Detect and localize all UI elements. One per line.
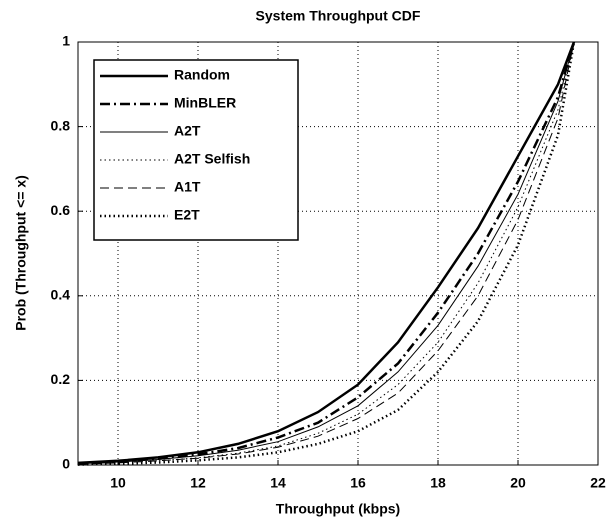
y-axis-label: Prob (Throughput <= x) (13, 175, 29, 331)
series-line (77, 41, 576, 465)
y-tick-label: 0.4 (51, 287, 71, 303)
x-tick-label: 18 (430, 475, 446, 491)
legend-label: Random (174, 67, 230, 83)
y-tick-label: 1 (62, 33, 70, 49)
plot-frame (77, 41, 599, 466)
legend-label: MinBLER (174, 95, 236, 111)
x-tick-label: 14 (270, 475, 286, 491)
x-tick-label: 16 (350, 475, 366, 491)
series-line (77, 41, 575, 465)
series-line (77, 41, 576, 466)
y-tick-label: 0 (62, 456, 70, 472)
x-tick-label: 22 (590, 475, 606, 491)
y-tick-label: 0.6 (51, 202, 71, 218)
series-line (77, 41, 576, 465)
chart-title: System Throughput CDF (256, 8, 421, 24)
x-axis-label: Throughput (kbps) (276, 501, 400, 517)
legend-label: A2T Selfish (174, 151, 250, 167)
y-tick-label: 0.8 (51, 117, 71, 133)
legend-label: A2T (174, 123, 201, 139)
x-tick-label: 12 (190, 475, 206, 491)
series-line (77, 41, 575, 465)
legend-box (93, 59, 299, 241)
x-tick-label: 20 (510, 475, 526, 491)
legend-label: A1T (174, 179, 201, 195)
x-tick-label: 10 (110, 475, 126, 491)
legend-label: E2T (174, 207, 200, 223)
y-tick-label: 0.2 (51, 371, 71, 387)
